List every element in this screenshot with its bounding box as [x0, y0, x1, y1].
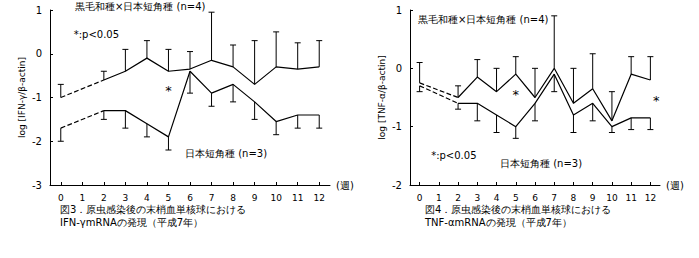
svg-text:4: 4 [144, 193, 150, 203]
svg-text:黒毛和種×日本短角種 (n=4): 黒毛和種×日本短角種 (n=4) [75, 1, 206, 12]
svg-text:*:p<0.05: *:p<0.05 [74, 29, 119, 40]
svg-text:10: 10 [270, 193, 282, 203]
svg-text:日本短角種 (n=3): 日本短角種 (n=3) [185, 148, 267, 159]
svg-text:0: 0 [417, 193, 423, 203]
svg-text:1: 1 [396, 5, 402, 16]
svg-text:8: 8 [230, 193, 236, 203]
svg-text:3: 3 [123, 193, 129, 203]
svg-text:*:p<0.05: *:p<0.05 [431, 150, 476, 161]
svg-text:3: 3 [474, 193, 480, 203]
svg-text:-3: -3 [32, 180, 42, 191]
svg-text:12: 12 [645, 193, 656, 203]
svg-text:11: 11 [625, 193, 636, 203]
svg-text:0: 0 [36, 48, 42, 59]
svg-text:日本短角種 (n=3): 日本短角種 (n=3) [500, 158, 582, 169]
svg-text:図3．原虫感染後の末梢血単核球における: 図3．原虫感染後の末梢血単核球における [60, 204, 246, 215]
svg-text:9: 9 [590, 193, 596, 203]
svg-text:11: 11 [292, 193, 303, 203]
svg-text:(週): (週) [666, 180, 684, 191]
svg-text:-1: -1 [32, 92, 42, 103]
svg-text:2: 2 [101, 193, 107, 203]
svg-text:5: 5 [166, 193, 172, 203]
svg-text:2: 2 [455, 193, 461, 203]
svg-text:1: 1 [79, 193, 85, 203]
svg-text:TNF-αmRNAの発現（平成7年）: TNF-αmRNAの発現（平成7年） [424, 217, 572, 228]
svg-text:IFN-γmRNAの発現（平成7年）: IFN-γmRNAの発現（平成7年） [60, 217, 203, 228]
svg-text:*: * [653, 93, 660, 108]
svg-text:12: 12 [314, 193, 325, 203]
svg-text:*: * [165, 83, 172, 98]
svg-text:5: 5 [513, 193, 519, 203]
svg-text:6: 6 [187, 193, 193, 203]
svg-text:10: 10 [606, 193, 618, 203]
svg-text:0: 0 [396, 63, 402, 74]
svg-text:1: 1 [436, 193, 442, 203]
svg-text:-2: -2 [32, 136, 42, 147]
svg-text:log [TNF-α/β-actin]: log [TNF-α/β-actin] [377, 55, 387, 139]
svg-text:0: 0 [58, 193, 64, 203]
svg-text:4: 4 [494, 193, 500, 203]
svg-text:log [IFN-γ/β-actin]: log [IFN-γ/β-actin] [17, 57, 27, 138]
svg-text:1: 1 [36, 5, 42, 16]
svg-text:8: 8 [571, 193, 577, 203]
svg-text:-2: -2 [392, 180, 402, 191]
svg-text:黒毛和種×日本短角種 (n=4): 黒毛和種×日本短角種 (n=4) [418, 14, 549, 25]
svg-text:-1: -1 [392, 121, 402, 132]
svg-text:図4．原虫感染後の末梢血単核球における: 図4．原虫感染後の末梢血単核球における [425, 204, 611, 215]
svg-text:6: 6 [532, 193, 538, 203]
svg-text:(週): (週) [336, 180, 354, 191]
svg-text:7: 7 [209, 193, 215, 203]
svg-text:9: 9 [252, 193, 258, 203]
svg-text:*: * [513, 87, 520, 102]
svg-text:7: 7 [551, 193, 557, 203]
